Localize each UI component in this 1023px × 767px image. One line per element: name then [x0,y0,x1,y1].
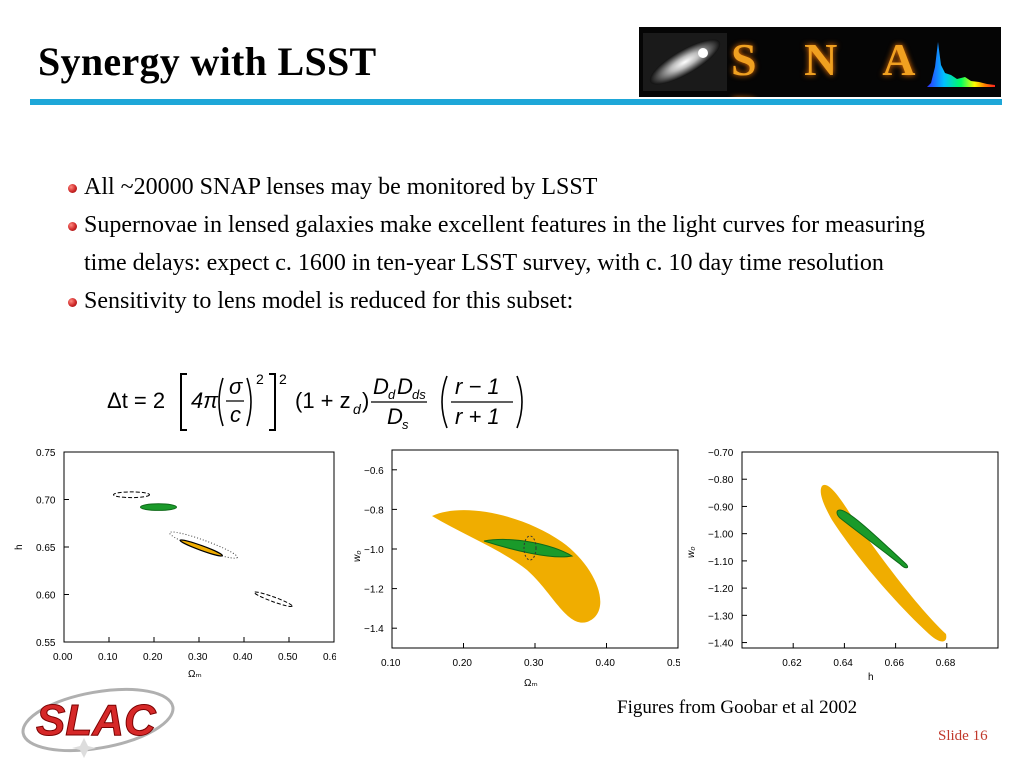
orange-contour [179,539,224,557]
snap-logo-text: S N A P [731,34,931,97]
slac-logo-text: SLAC [36,696,157,745]
chart-h-w0: 0.62 0.64 0.66 0.68 −0.70 −0.80 −0.90 −1.00 −1.… [686,448,999,683]
eq-r-plus: r + 1 [455,404,500,429]
y-tick-label: −1.30 [708,611,734,622]
bullet-item: Sensitivity to lens model is reduced for… [66,282,966,320]
spectrum-icon [927,42,995,87]
x-tick-label: 0.66 [885,658,905,669]
eq-redshift-sub: d [353,401,362,417]
chart-omega-h: 0.00 0.10 0.20 0.30 0.40 0.50 0.60 0.55 0.60 0.6… [14,448,336,680]
bullet-item: Supernovae in lensed galaxies make excel… [66,206,966,282]
y-tick-label: 0.55 [36,638,56,649]
x-tick-label: 0.60 [323,652,336,663]
x-tick-label: 0.30 [188,652,208,663]
y-axis-label: w₀ [352,551,363,562]
bullet-text: Supernovae in lensed galaxies make excel… [84,212,926,276]
x-axis-label: Ωₘ [524,678,538,689]
title-underline [30,99,1002,105]
bullet-item: All ~20000 SNAP lenses may be monitored … [66,168,966,206]
dashed-contour [523,535,537,561]
y-tick-label: −1.20 [708,584,734,595]
bullet-icon [68,184,77,193]
time-delay-equation: Δt = 2 4π σ c 2 2 (1 + z d ) D d D ds D … [107,371,523,432]
eq-exp-outer: 2 [279,371,287,387]
dashed-contour [113,491,150,499]
slac-logo: SLAC [21,687,175,758]
eq-dds: D [397,374,413,399]
y-tick-label: −0.80 [708,475,734,486]
x-tick-label: 0.40 [596,658,616,669]
y-tick-label: 0.65 [36,543,56,554]
x-tick-label: 0.62 [782,658,802,669]
y-tick-label: −1.40 [708,639,734,650]
eq-redshift-term: (1 + z [295,388,351,413]
x-tick-label: 0.10 [381,658,401,669]
figure-caption: Figures from Goobar et al 2002 [617,697,858,718]
dashed-contour [253,591,293,608]
green-contour [836,509,909,569]
slide-title: Synergy with LSST [38,39,377,84]
y-tick-label: −1.00 [708,530,734,541]
x-tick-label: 0.68 [936,658,956,669]
bullet-list: All ~20000 SNAP lenses may be monitored … [66,168,966,320]
eq-dds-sub: ds [412,387,426,402]
x-tick-label: 0.50 [278,652,298,663]
y-tick-label: −1.0 [364,545,384,556]
y-axis-label: h [14,544,25,550]
bullet-text: All ~20000 SNAP lenses may be monitored … [84,174,598,200]
x-tick-label: 0.00 [53,652,73,663]
eq-ds: D [387,404,403,429]
x-tick-label: 0.20 [453,658,473,669]
eq-dd-sub: d [388,387,396,402]
y-tick-label: −0.90 [708,502,734,513]
eq-redshift-close: ) [362,388,369,413]
green-contour [140,503,177,511]
snap-logo: S N A P [639,27,1001,97]
x-tick-label: 0.64 [833,658,853,669]
y-tick-label: −1.4 [364,624,384,635]
eq-lhs: Δt = 2 [107,388,165,413]
y-tick-label: −1.2 [364,585,384,596]
y-tick-label: −0.70 [708,448,734,459]
eq-four-pi: 4π [191,388,219,413]
eq-sigma: σ [229,374,243,399]
y-tick-label: −0.6 [364,466,384,477]
bullet-text: Sensitivity to lens model is reduced for… [84,288,574,314]
eq-exp-inner: 2 [256,371,264,387]
y-tick-label: −0.8 [364,505,384,516]
x-tick-label: 0.50 [667,658,680,669]
eq-c: c [230,402,241,427]
orange-contour [432,510,601,623]
x-tick-label: 0.40 [233,652,253,663]
galaxy-image [643,33,727,91]
x-tick-label: 0.20 [143,652,163,663]
green-contour [483,538,574,558]
y-tick-label: 0.60 [36,591,56,602]
x-tick-label: 0.30 [524,658,544,669]
bullet-icon [68,222,77,231]
slide-number: Slide 16 [938,728,988,744]
chart-omega-w0: 0.10 0.20 0.30 0.40 0.50 −0.6 −0.8 −1.0 −1.2 −1.… [352,449,680,689]
eq-r-minus: r − 1 [455,374,500,399]
y-tick-label: 0.70 [36,496,56,507]
eq-dd: D [373,374,389,399]
y-axis-label: w₀ [686,547,697,558]
x-axis-label: Ωₘ [188,669,202,680]
x-tick-label: 0.10 [98,652,118,663]
bullet-icon [68,298,77,307]
x-axis-label: h [868,672,874,683]
y-tick-label: 0.75 [36,448,56,459]
y-tick-label: −1.10 [708,557,734,568]
eq-ds-sub: s [402,417,409,432]
